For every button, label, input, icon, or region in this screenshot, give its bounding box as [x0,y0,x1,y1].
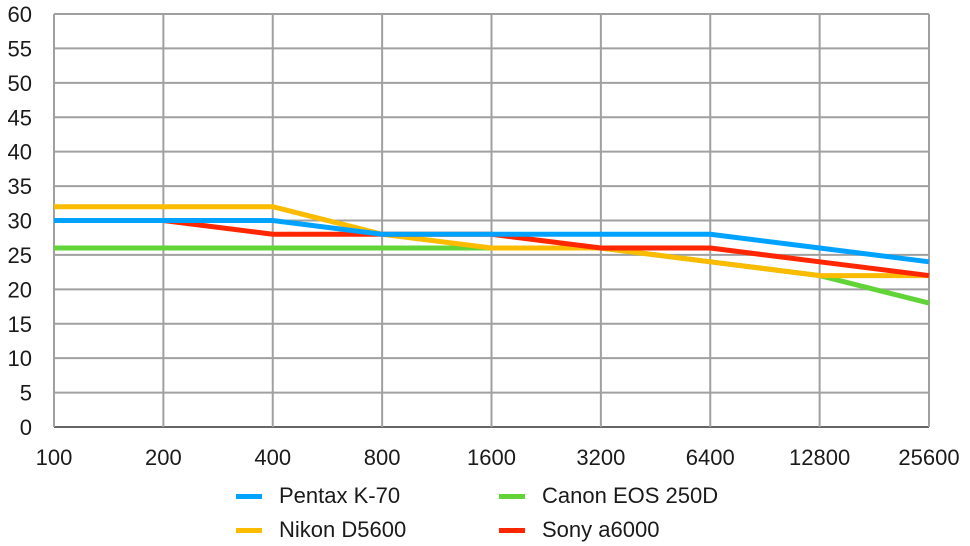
y-tick-label: 50 [8,71,32,96]
y-tick-label: 60 [8,2,32,27]
x-tick-label: 400 [254,445,291,470]
x-axis-ticks: 100 200 400 800 1600 3200 6400 12800 25600 [36,445,960,470]
x-tick-label: 100 [36,445,73,470]
y-tick-label: 30 [8,209,32,234]
legend: Pentax K-70 Canon EOS 250D Nikon D5600 S… [236,480,796,546]
y-tick-label: 25 [8,243,32,268]
legend-label: Sony a6000 [542,517,660,542]
line-chart: 0 5 10 15 20 25 30 35 40 45 50 55 60 100 200 400 800 160… [8,2,960,470]
legend-label: Pentax K-70 [279,483,401,508]
x-tick-label: 12800 [789,445,850,470]
legend-swatch [499,527,525,533]
y-axis-ticks: 0 5 10 15 20 25 30 35 40 45 50 55 60 [8,2,32,440]
legend-item-sony: Sony a6000 [499,514,759,546]
series-line-nikon-d5600 [54,204,929,279]
legend-swatch [499,493,525,499]
legend-label: Canon EOS 250D [542,483,719,508]
y-tick-label: 55 [8,36,32,61]
legend-swatch [236,493,262,499]
y-tick-label: 15 [8,312,32,337]
y-tick-label: 40 [8,140,32,165]
x-tick-label: 800 [364,445,401,470]
x-tick-label: 200 [145,445,182,470]
legend-item-canon: Canon EOS 250D [499,480,759,512]
y-tick-label: 0 [20,415,32,440]
x-tick-label: 3200 [576,445,625,470]
x-tick-label: 1600 [467,445,516,470]
x-tick-label: 25600 [898,445,959,470]
y-tick-label: 5 [20,381,32,406]
series-lines [54,204,930,306]
legend-item-nikon: Nikon D5600 [236,514,499,546]
y-tick-label: 35 [8,174,32,199]
legend-label: Nikon D5600 [279,517,407,542]
y-tick-label: 10 [8,346,32,371]
series-line-pentax-k-70 [54,218,930,265]
legend-swatch [236,527,262,533]
x-tick-label: 6400 [686,445,735,470]
y-tick-label: 45 [8,105,32,130]
legend-item-pentax: Pentax K-70 [236,480,499,512]
y-tick-label: 20 [8,277,32,302]
